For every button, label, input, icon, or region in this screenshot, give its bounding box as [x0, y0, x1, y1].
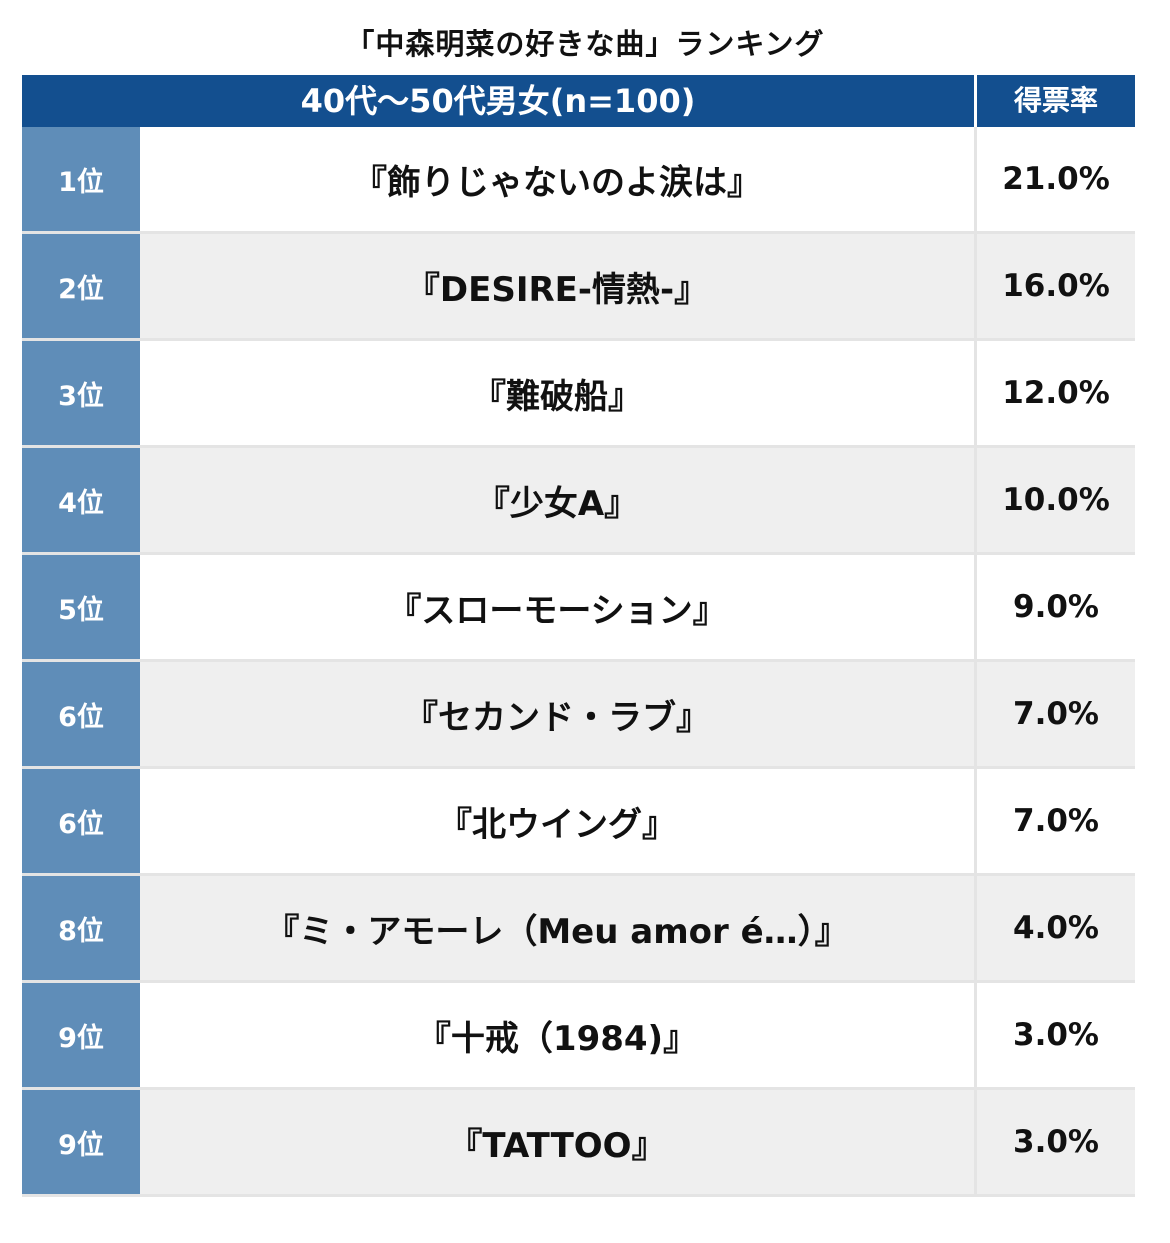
- pct-cell: 9.0%: [1013, 589, 1099, 625]
- song-cell: 『TATTOO』: [140, 1090, 977, 1194]
- song-cell: 『北ウイング』: [140, 769, 977, 873]
- rank-cell: 2位: [22, 234, 140, 338]
- rank-cell: 5位: [22, 555, 140, 659]
- rank-cell: 9位: [22, 1090, 140, 1194]
- table-row: 9位 『TATTOO』 3.0%: [22, 1090, 1135, 1197]
- pct-cell: 21.0%: [1002, 161, 1110, 197]
- table-row: 6位 『北ウイング』 7.0%: [22, 769, 1135, 876]
- table-header: 40代〜50代男女(n=100) 得票率: [22, 75, 1135, 127]
- ranking-table: 40代〜50代男女(n=100) 得票率 1位 『飾りじゃないのよ涙は』 21.…: [22, 75, 1135, 1197]
- song-cell: 『難破船』: [140, 341, 977, 445]
- pct-cell: 4.0%: [1013, 910, 1099, 946]
- table-row: 5位 『スローモーション』 9.0%: [22, 555, 1135, 662]
- header-group-label: 40代〜50代男女(n=100): [22, 75, 977, 127]
- pct-cell: 10.0%: [1002, 482, 1110, 518]
- rank-cell: 4位: [22, 448, 140, 552]
- table-row: 4位 『少女A』 10.0%: [22, 448, 1135, 555]
- page-title: 「中森明菜の好きな曲」ランキング: [345, 27, 825, 61]
- rank-cell: 6位: [22, 769, 140, 873]
- pct-cell: 12.0%: [1002, 375, 1110, 411]
- song-cell: 『少女A』: [140, 448, 977, 552]
- table-row: 1位 『飾りじゃないのよ涙は』 21.0%: [22, 127, 1135, 234]
- song-cell: 『十戒（1984)』: [140, 983, 977, 1087]
- table-row: 9位 『十戒（1984)』 3.0%: [22, 983, 1135, 1090]
- pct-cell: 7.0%: [1013, 803, 1099, 839]
- rank-cell: 3位: [22, 341, 140, 445]
- table-row: 8位 『ミ・アモーレ（Meu amor é…）』 4.0%: [22, 876, 1135, 983]
- rank-cell: 9位: [22, 983, 140, 1087]
- rank-cell: 1位: [22, 127, 140, 231]
- table-row: 3位 『難破船』 12.0%: [22, 341, 1135, 448]
- rank-cell: 6位: [22, 662, 140, 766]
- header-pct-label: 得票率: [1013, 84, 1098, 117]
- pct-cell: 16.0%: [1002, 268, 1110, 304]
- song-cell: 『DESIRE-情熱-』: [140, 234, 977, 338]
- song-cell: 『ミ・アモーレ（Meu amor é…）』: [140, 876, 977, 980]
- rank-cell: 8位: [22, 876, 140, 980]
- song-cell: 『セカンド・ラブ』: [140, 662, 977, 766]
- pct-cell: 7.0%: [1013, 696, 1099, 732]
- table-row: 2位 『DESIRE-情熱-』 16.0%: [22, 234, 1135, 341]
- pct-cell: 3.0%: [1013, 1017, 1099, 1053]
- pct-cell: 3.0%: [1013, 1124, 1099, 1160]
- table-row: 6位 『セカンド・ラブ』 7.0%: [22, 662, 1135, 769]
- song-cell: 『飾りじゃないのよ涙は』: [140, 127, 977, 231]
- song-cell: 『スローモーション』: [140, 555, 977, 659]
